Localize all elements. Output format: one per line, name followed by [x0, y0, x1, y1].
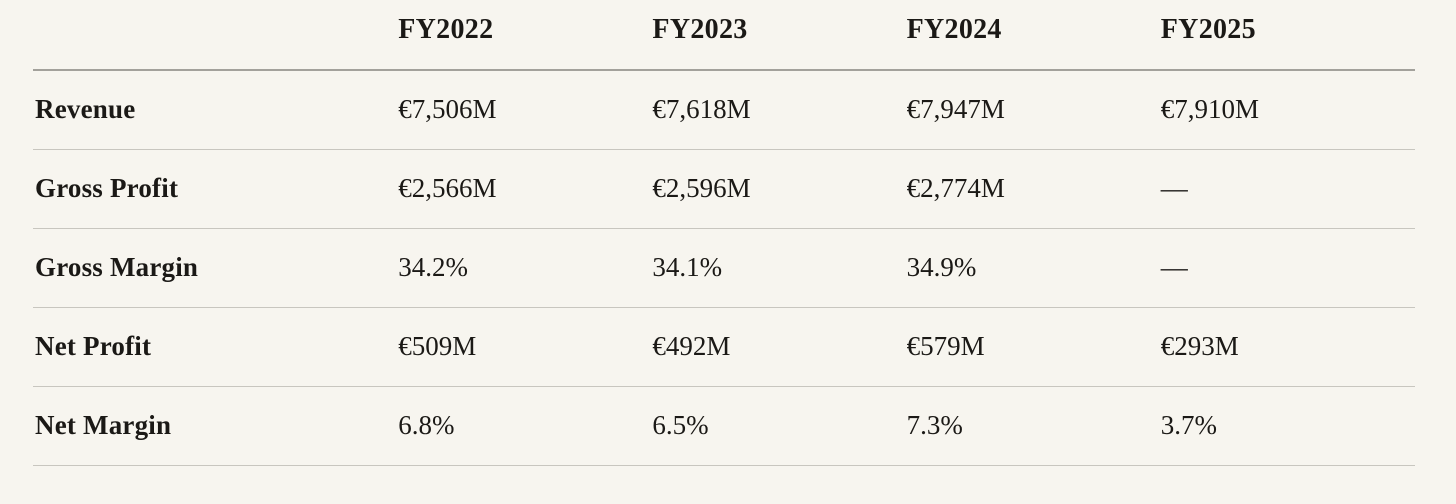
header-fy2023: FY2023 — [652, 0, 907, 71]
cell-net-profit-fy2025: €293M — [1160, 307, 1415, 387]
header-row: FY2022 FY2023 FY2024 FY2025 — [33, 0, 1415, 71]
financial-metrics-table: FY2022 FY2023 FY2024 FY2025 Revenue €7,5… — [33, 0, 1415, 466]
cell-gross-profit-fy2022: €2,566M — [398, 149, 653, 229]
row-label-gross-profit: Gross Profit — [33, 149, 399, 229]
row-label-revenue: Revenue — [33, 70, 399, 150]
cell-gross-margin-fy2023: 34.1% — [652, 228, 907, 308]
cell-gross-profit-fy2023: €2,596M — [652, 149, 907, 229]
cell-revenue-fy2022: €7,506M — [398, 70, 653, 150]
header-fy2025: FY2025 — [1160, 0, 1415, 71]
cell-gross-margin-fy2024: 34.9% — [906, 228, 1161, 308]
cell-net-margin-fy2022: 6.8% — [398, 386, 653, 466]
table-row-revenue: Revenue €7,506M €7,618M €7,947M €7,910M — [33, 70, 1415, 150]
cell-net-margin-fy2024: 7.3% — [906, 386, 1161, 466]
cell-net-profit-fy2022: €509M — [398, 307, 653, 387]
table-row-gross-profit: Gross Profit €2,566M €2,596M €2,774M — — [33, 149, 1415, 229]
table-row-gross-margin: Gross Margin 34.2% 34.1% 34.9% — — [33, 228, 1415, 308]
cell-revenue-fy2023: €7,618M — [652, 70, 907, 150]
table-row-net-profit: Net Profit €509M €492M €579M €293M — [33, 307, 1415, 387]
cell-net-profit-fy2023: €492M — [652, 307, 907, 387]
row-label-net-profit: Net Profit — [33, 307, 399, 387]
header-metric-blank — [33, 0, 399, 71]
header-fy2024: FY2024 — [906, 0, 1161, 71]
cell-net-margin-fy2023: 6.5% — [652, 386, 907, 466]
cell-gross-margin-fy2025: — — [1160, 228, 1415, 308]
row-label-gross-margin: Gross Margin — [33, 228, 399, 308]
cell-net-profit-fy2024: €579M — [906, 307, 1161, 387]
cell-revenue-fy2024: €7,947M — [906, 70, 1161, 150]
table-row-net-margin: Net Margin 6.8% 6.5% 7.3% 3.7% — [33, 386, 1415, 466]
cell-gross-profit-fy2024: €2,774M — [906, 149, 1161, 229]
cell-revenue-fy2025: €7,910M — [1160, 70, 1415, 150]
header-fy2022: FY2022 — [398, 0, 653, 71]
cell-gross-margin-fy2022: 34.2% — [398, 228, 653, 308]
row-label-net-margin: Net Margin — [33, 386, 399, 466]
cell-net-margin-fy2025: 3.7% — [1160, 386, 1415, 466]
cell-gross-profit-fy2025: — — [1160, 149, 1415, 229]
